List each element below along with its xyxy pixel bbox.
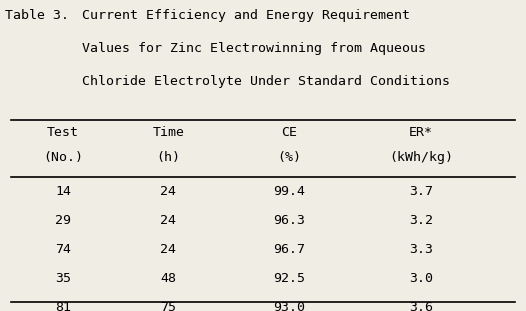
Text: Time: Time [153,126,184,139]
Text: 3.0: 3.0 [409,272,433,285]
Text: 3.6: 3.6 [409,301,433,311]
Text: 24: 24 [160,214,176,227]
Text: 35: 35 [55,272,71,285]
Text: 92.5: 92.5 [274,272,305,285]
Text: (h): (h) [156,151,180,164]
Text: Current Efficiency and Energy Requirement: Current Efficiency and Energy Requiremen… [82,9,410,22]
Text: Test: Test [47,126,79,139]
Text: 3.2: 3.2 [409,214,433,227]
Text: ER*: ER* [409,126,433,139]
Text: 96.3: 96.3 [274,214,305,227]
Text: (%): (%) [277,151,301,164]
Text: CE: CE [281,126,297,139]
Text: 3.7: 3.7 [409,185,433,198]
Text: 99.4: 99.4 [274,185,305,198]
Text: Chloride Electrolyte Under Standard Conditions: Chloride Electrolyte Under Standard Cond… [82,75,450,88]
Text: 24: 24 [160,243,176,256]
Text: Values for Zinc Electrowinning from Aqueous: Values for Zinc Electrowinning from Aque… [82,42,426,55]
Text: 74: 74 [55,243,71,256]
Text: (kWh/kg): (kWh/kg) [389,151,453,164]
Text: (No.): (No.) [43,151,83,164]
Text: 93.0: 93.0 [274,301,305,311]
Text: 24: 24 [160,185,176,198]
Text: 48: 48 [160,272,176,285]
Text: 3.3: 3.3 [409,243,433,256]
Text: Table 3.: Table 3. [5,9,69,22]
Text: 81: 81 [55,301,71,311]
Text: 96.7: 96.7 [274,243,305,256]
Text: 75: 75 [160,301,176,311]
Text: 14: 14 [55,185,71,198]
Text: 29: 29 [55,214,71,227]
